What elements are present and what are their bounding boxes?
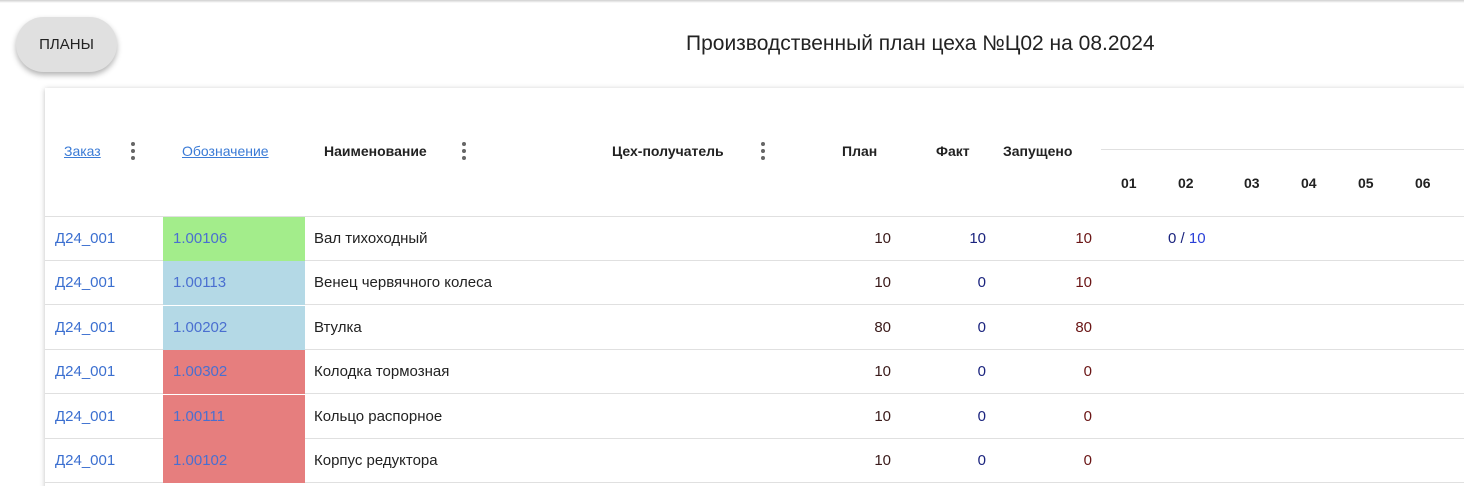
day-plan: 10 <box>1188 230 1206 247</box>
launched-cell: 80 <box>1075 318 1092 336</box>
plan-cell: 10 <box>874 452 891 469</box>
fact-cell: 0 <box>977 452 986 469</box>
column-header-day: 05 <box>1358 175 1374 191</box>
fact-cell: 0 <box>977 318 986 336</box>
name-cell: Втулка <box>314 318 362 336</box>
table-row[interactable]: Д24_001 1.00102 Корпус редуктора 10 0 0 <box>45 439 1464 483</box>
table-row[interactable]: Д24_001 1.00202 Втулка 80 0 80 <box>45 305 1464 350</box>
launched-cell: 0 <box>1083 363 1092 381</box>
order-link[interactable]: Д24_001 <box>55 363 116 381</box>
column-header-day: 01 <box>1121 175 1137 191</box>
table-row[interactable]: Д24_001 1.00106 Вал тихоходный 10 10 10 0… <box>45 217 1464 261</box>
name-cell: Вал тихоходный <box>314 230 428 247</box>
name-column-menu-icon[interactable] <box>462 142 466 163</box>
plan-cell: 10 <box>874 274 891 292</box>
order-link[interactable]: Д24_001 <box>55 230 116 247</box>
column-header-code[interactable]: Обозначение <box>182 143 269 159</box>
launched-cell: 10 <box>1075 274 1092 292</box>
column-header-launched: Запущено <box>1003 143 1073 159</box>
fact-cell: 10 <box>969 230 986 247</box>
order-link[interactable]: Д24_001 <box>55 407 116 425</box>
launched-cell: 0 <box>1083 407 1092 425</box>
column-header-order[interactable]: Заказ <box>64 143 101 159</box>
code-cell[interactable]: 1.00106 <box>163 217 305 261</box>
order-column-menu-icon[interactable] <box>131 142 135 163</box>
column-header-plan: План <box>842 143 878 159</box>
name-cell: Корпус редуктора <box>314 452 438 469</box>
plan-cell: 10 <box>874 230 891 247</box>
code-cell[interactable]: 1.00102 <box>163 439 305 483</box>
name-cell: Венец червячного колеса <box>314 274 492 292</box>
fact-cell: 0 <box>977 407 986 425</box>
day-cell[interactable]: 0 / 10 <box>1168 230 1206 247</box>
launched-cell: 0 <box>1083 452 1092 469</box>
table-row[interactable]: Д24_001 1.00113 Венец червячного колеса … <box>45 261 1464 306</box>
plan-cell: 10 <box>874 407 891 425</box>
plan-cell: 10 <box>874 363 891 381</box>
column-header-receiver: Цех-получатель <box>612 143 724 159</box>
top-bar-shadow <box>0 0 1464 3</box>
column-header-fact: Факт <box>936 143 970 159</box>
receiver-column-menu-icon[interactable] <box>761 142 765 163</box>
code-cell[interactable]: 1.00302 <box>163 350 305 395</box>
plans-button[interactable]: ПЛАНЫ <box>16 17 117 72</box>
name-cell: Колодка тормозная <box>314 363 450 381</box>
launched-cell: 10 <box>1075 230 1092 247</box>
name-cell: Кольцо распорное <box>314 407 443 425</box>
table-row[interactable]: Д24_001 1.00111 Кольцо распорное 10 0 0 <box>45 394 1464 439</box>
column-header-name: Наименование <box>324 143 427 159</box>
order-link[interactable]: Д24_001 <box>55 274 116 292</box>
order-link[interactable]: Д24_001 <box>55 318 116 336</box>
month-group-divider <box>1101 149 1464 150</box>
column-header-day: 03 <box>1244 175 1260 191</box>
day-done: 0 <box>1168 230 1177 247</box>
code-cell[interactable]: 1.00113 <box>163 261 305 306</box>
column-header-day: 02 <box>1178 175 1194 191</box>
table-row[interactable]: Д24_001 1.00302 Колодка тормозная 10 0 0 <box>45 350 1464 395</box>
plan-table: Заказ Обозначение Наименование Цех-получ… <box>45 88 1464 486</box>
fact-cell: 0 <box>977 274 986 292</box>
day-separator: / <box>1176 230 1189 247</box>
code-cell[interactable]: 1.00111 <box>163 394 305 439</box>
fact-cell: 0 <box>977 363 986 381</box>
column-header-day: 04 <box>1301 175 1317 191</box>
plan-cell: 80 <box>874 318 891 336</box>
column-header-day: 06 <box>1415 175 1431 191</box>
code-cell[interactable]: 1.00202 <box>163 305 305 350</box>
page-title: Производственный план цеха №Ц02 на 08.20… <box>686 32 1155 55</box>
header-divider <box>45 216 1464 217</box>
order-link[interactable]: Д24_001 <box>55 452 116 469</box>
